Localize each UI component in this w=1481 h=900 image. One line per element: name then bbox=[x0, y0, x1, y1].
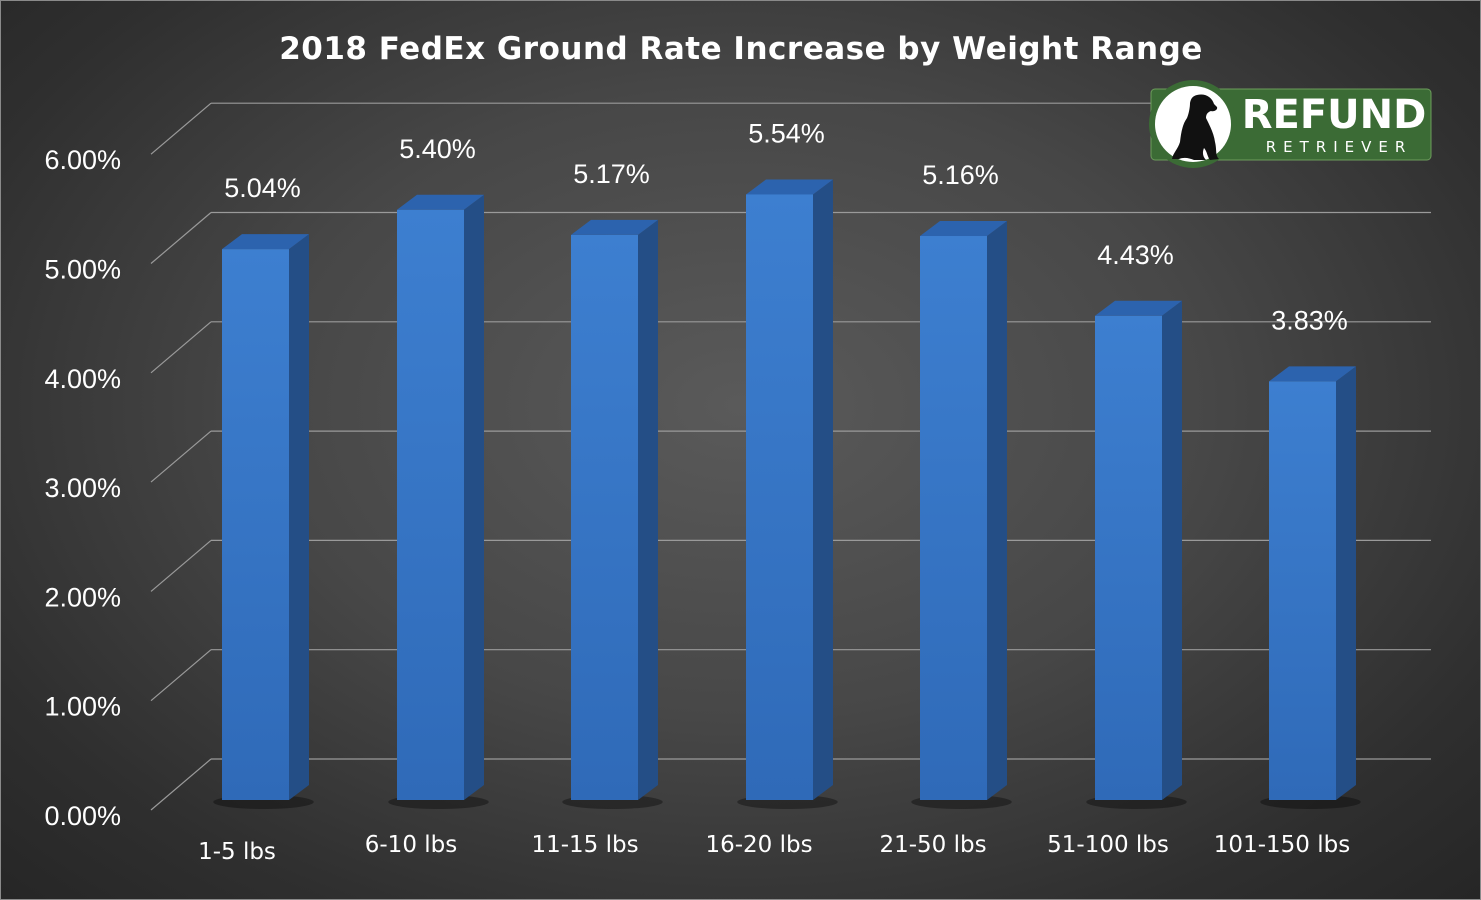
bar-front bbox=[746, 194, 813, 800]
bars bbox=[213, 179, 1361, 809]
x-tick-label: 101-150 lbs bbox=[1214, 832, 1350, 858]
bar-side bbox=[1162, 300, 1182, 800]
data-label: 5.54% bbox=[748, 118, 825, 148]
bar bbox=[911, 221, 1012, 809]
bar-side bbox=[1336, 366, 1356, 800]
bar-side bbox=[289, 234, 309, 801]
x-tick-label: 11-15 lbs bbox=[531, 832, 638, 858]
bar bbox=[1260, 366, 1361, 809]
y-axis-ticks: 0.00% 1.00% 2.00% 3.00% 4.00% 5.00% 6.00% bbox=[44, 145, 121, 831]
data-label: 5.40% bbox=[399, 134, 476, 164]
y-tick-label: 0.00% bbox=[44, 801, 121, 831]
bar-top bbox=[746, 179, 833, 195]
refund-retriever-logo: REFUND RETRIEVER bbox=[1149, 80, 1432, 168]
bar-top bbox=[920, 221, 1007, 237]
bar bbox=[388, 194, 489, 809]
bar-front bbox=[397, 209, 464, 800]
bar-top bbox=[571, 219, 658, 235]
bar-top bbox=[222, 234, 309, 250]
data-label: 5.16% bbox=[922, 160, 999, 190]
bar-top bbox=[1269, 366, 1356, 382]
logo-subword: RETRIEVER bbox=[1266, 138, 1413, 156]
bar-side bbox=[464, 194, 484, 800]
bar-front bbox=[1269, 381, 1336, 800]
y-tick-label: 5.00% bbox=[44, 255, 121, 285]
dog-silhouette-icon bbox=[1172, 94, 1219, 160]
bar-front bbox=[571, 234, 638, 800]
y-tick-label: 2.00% bbox=[44, 582, 121, 612]
bar bbox=[213, 234, 314, 809]
y-tick-label: 4.00% bbox=[44, 364, 121, 394]
bar-side bbox=[987, 221, 1007, 801]
data-label: 4.43% bbox=[1097, 240, 1174, 270]
data-label: 3.83% bbox=[1271, 305, 1348, 335]
bar-top bbox=[1095, 300, 1182, 316]
x-tick-label: 1-5 lbs bbox=[198, 839, 276, 865]
data-label: 5.04% bbox=[224, 173, 301, 203]
x-axis-ticks: 1-5 lbs 6-10 lbs 11-15 lbs 16-20 lbs 21-50 l… bbox=[198, 832, 1350, 865]
gridline-diagonal bbox=[150, 649, 212, 702]
data-label: 5.17% bbox=[573, 159, 650, 189]
chart-title: 2018 FedEx Ground Rate Increase by Weigh… bbox=[279, 31, 1203, 67]
y-tick-label: 3.00% bbox=[44, 473, 121, 503]
gridline-diagonal bbox=[150, 102, 212, 155]
gridline-diagonal bbox=[150, 321, 212, 374]
bar bbox=[1086, 300, 1187, 809]
y-tick-label: 6.00% bbox=[44, 145, 121, 175]
x-tick-label: 16-20 lbs bbox=[705, 832, 812, 858]
x-tick-label: 51-100 lbs bbox=[1047, 832, 1169, 858]
bar-side bbox=[813, 179, 833, 800]
bar-front bbox=[222, 249, 289, 801]
bar-top bbox=[397, 194, 484, 210]
x-tick-label: 21-50 lbs bbox=[879, 832, 986, 858]
bar-front bbox=[920, 236, 987, 801]
data-labels: 5.04% 5.40% 5.17% 5.54% 5.16% 4.43% 3.83% bbox=[224, 118, 1348, 335]
gridline-diagonal bbox=[150, 539, 212, 592]
bar-side bbox=[638, 219, 658, 800]
gridline-diagonal bbox=[150, 212, 212, 264]
bar-front bbox=[1095, 315, 1162, 800]
bar bbox=[562, 219, 663, 809]
gridline-diagonal bbox=[150, 430, 212, 483]
gridline-diagonal bbox=[150, 758, 212, 811]
y-tick-label: 1.00% bbox=[44, 692, 121, 722]
x-tick-label: 6-10 lbs bbox=[365, 832, 457, 858]
logo-word: REFUND bbox=[1242, 92, 1427, 138]
bar bbox=[737, 179, 838, 809]
